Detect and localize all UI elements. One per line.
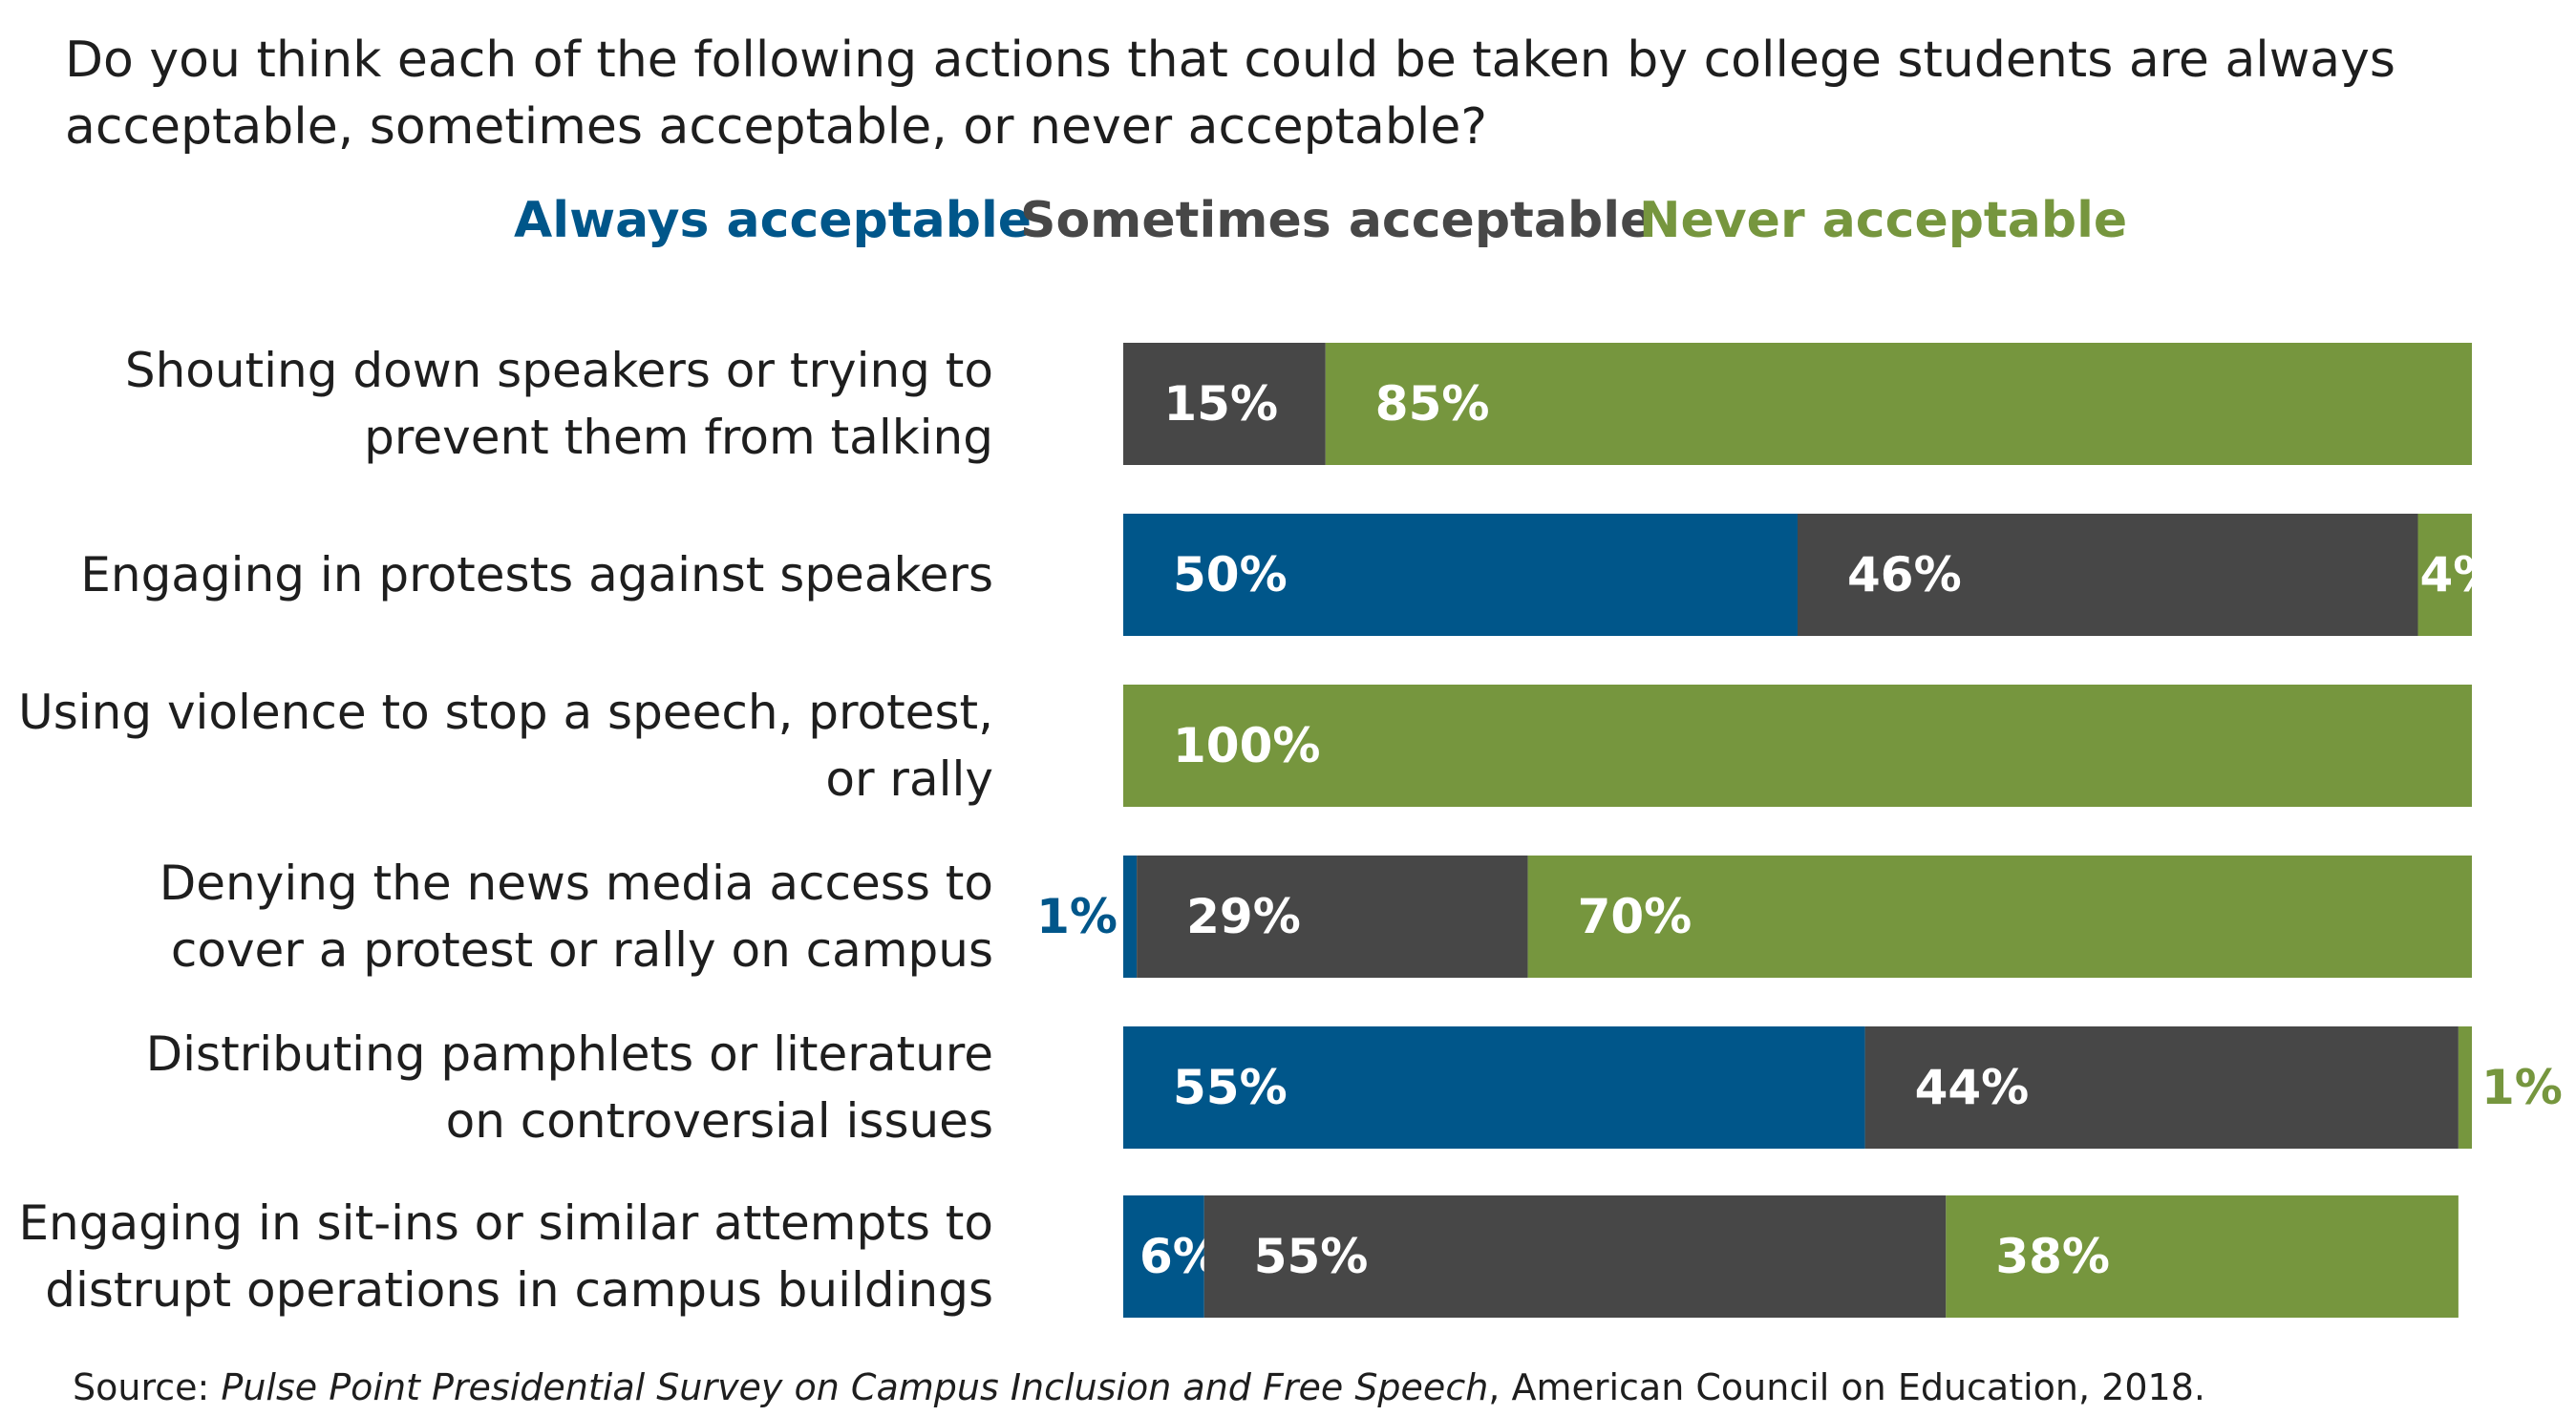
bar-segment-never [2458, 1026, 2472, 1149]
data-label-never: 1% [2481, 1060, 2563, 1115]
category-label: Denying the news media access to [160, 856, 993, 911]
bar-segment-sometimes [1203, 1195, 1947, 1318]
legend-always-acceptable: Always acceptable [514, 192, 1033, 249]
source-title: Pulse Point Presidential Survey on Campu… [221, 1366, 1489, 1408]
category-label: Distributing pamphlets or literature [146, 1026, 993, 1082]
data-label-sometimes: 46% [1847, 547, 1962, 602]
source-prefix: Source: [73, 1366, 222, 1408]
bar-segment-never [1325, 343, 2472, 465]
bar-segment-never [2417, 514, 2472, 636]
data-label-sometimes: 29% [1186, 889, 1301, 944]
bar-segment-sometimes [1137, 856, 1528, 978]
bar-segment-always [1123, 1195, 1204, 1318]
legend-never-acceptable: Never acceptable [1639, 192, 2128, 249]
category-label: Using violence to stop a speech, protest… [18, 685, 993, 740]
category-label: Engaging in sit-ins or similar attempts … [18, 1195, 993, 1251]
category-label: distrupt operations in campus buildings [45, 1262, 993, 1318]
bar-segment-always [1123, 514, 1798, 636]
data-label-never: 4% [2420, 547, 2501, 602]
data-label-sometimes: 44% [1915, 1060, 2030, 1115]
data-label-sometimes: 15% [1163, 376, 1278, 432]
data-label-never: 85% [1375, 376, 1490, 432]
bar-segment-always [1123, 1026, 1865, 1149]
data-label-never: 70% [1578, 889, 1692, 944]
data-label-always: 1% [1036, 889, 1118, 944]
bar-segment-never [1527, 856, 2472, 978]
data-label-always: 55% [1173, 1060, 1288, 1115]
legend: Always acceptable Sometimes acceptable N… [0, 187, 2576, 254]
source-suffix: , American Council on Education, 2018. [1488, 1366, 2205, 1408]
category-label: Shouting down speakers or trying to [125, 343, 993, 398]
category-label: on controversial issues [446, 1093, 993, 1149]
category-label: cover a protest or rally on campus [171, 922, 993, 978]
legend-sometimes-acceptable: Sometimes acceptable [1020, 192, 1654, 249]
bar-segment-sometimes [1123, 343, 1326, 465]
category-label: or rally [825, 751, 993, 807]
bar-segment-never [1123, 685, 2472, 807]
category-label: Engaging in protests against speakers [80, 547, 993, 602]
data-label-never: 38% [1995, 1229, 2110, 1284]
bar-segment-sometimes [1798, 514, 2418, 636]
chart-title: Do you think each of the following actio… [65, 32, 2396, 156]
bar-segment-sometimes [1864, 1026, 2459, 1149]
source-note: Source: Pulse Point Presidential Survey … [73, 1363, 2205, 1411]
data-label-sometimes: 55% [1254, 1229, 1369, 1284]
data-label-never: 100% [1173, 718, 1320, 773]
data-label-always: 50% [1173, 547, 1288, 602]
bar-segment-always [1123, 856, 1138, 978]
bar-segment-never [1946, 1195, 2459, 1318]
category-label: prevent them from talking [364, 410, 993, 465]
